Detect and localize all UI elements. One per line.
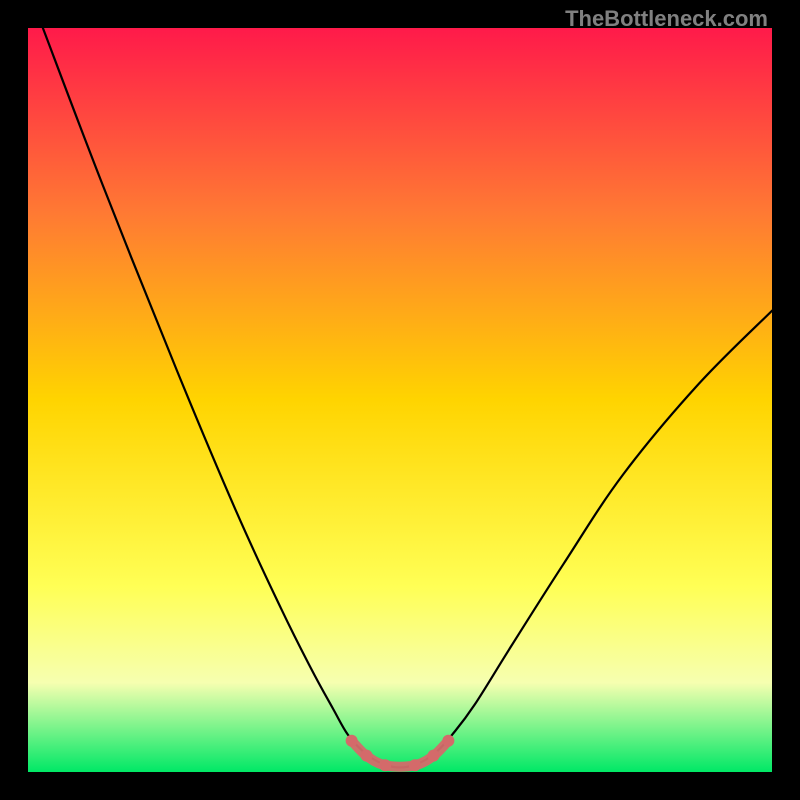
chart-frame: TheBottleneck.com [0,0,800,800]
highlight-dot [409,759,421,771]
highlight-dot [379,759,391,771]
highlight-dot [442,735,454,747]
highlight-dot [427,750,439,762]
bottleneck-curve [43,28,772,767]
highlight-dot [361,750,373,762]
highlight-dot [346,735,358,747]
curve-svg [0,0,800,800]
